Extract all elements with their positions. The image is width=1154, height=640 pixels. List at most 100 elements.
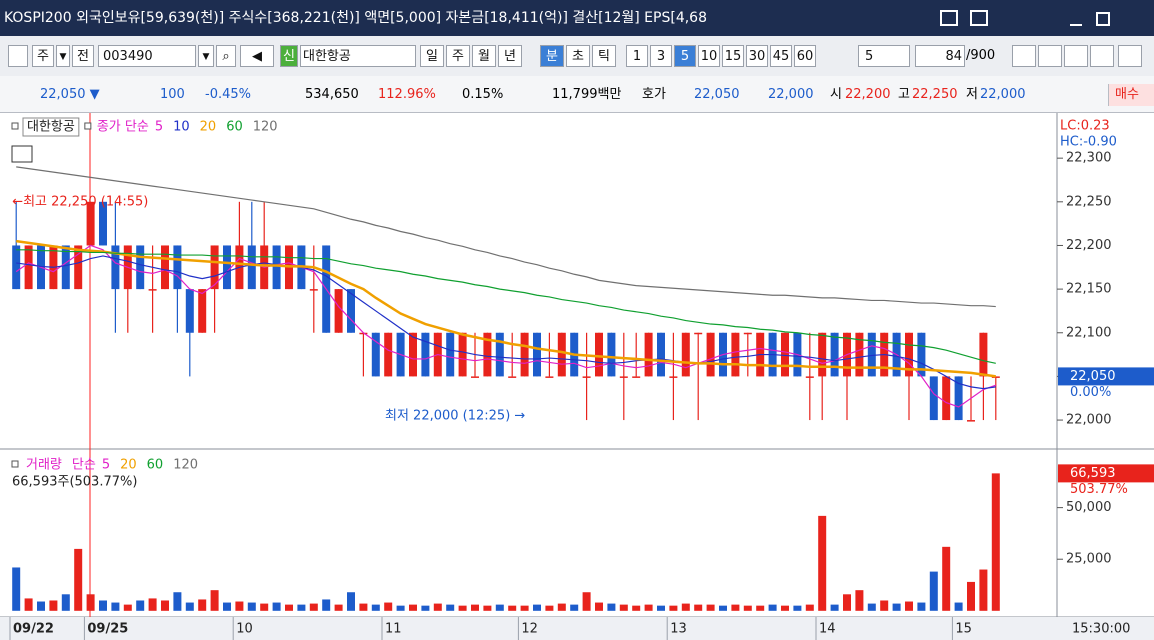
candle-body [371, 332, 380, 377]
volume-bar [173, 592, 182, 611]
last-price-label: 22,050 [1070, 369, 1116, 384]
legend-title: 대한항공 [27, 120, 75, 135]
volume-bar [37, 601, 45, 611]
candle-body [148, 289, 157, 291]
amount: 11,799백만 [552, 87, 622, 102]
y-tick-label: 22,200 [1066, 238, 1112, 253]
legend-entry: 60 [147, 458, 164, 473]
volume-bar [185, 602, 194, 611]
candle-body [223, 245, 231, 290]
candle-body [136, 245, 145, 290]
volume-bar [285, 604, 293, 611]
period-button[interactable]: 월 [472, 45, 496, 67]
ma-line [16, 255, 996, 390]
window-icon[interactable] [940, 10, 958, 26]
interval-button[interactable]: 30 [746, 45, 768, 67]
candle-body [495, 332, 504, 377]
candle-body [446, 332, 455, 377]
period-button[interactable]: 주 [446, 45, 470, 67]
corner-label: HC:-0.90 [1060, 135, 1117, 150]
dropdown[interactable]: ▼ [56, 45, 70, 67]
stock-name[interactable]: 대한항공 [300, 45, 416, 67]
volume-bar [446, 604, 455, 611]
volume-bar [781, 605, 789, 611]
volume-bar [483, 605, 492, 611]
candle-body [607, 332, 616, 377]
high: 22,250 [912, 87, 958, 102]
y-tick-label: 22,250 [1066, 194, 1112, 209]
dropdown[interactable]: ▼ [198, 45, 214, 67]
period-button[interactable]: 년 [498, 45, 522, 67]
tool-icon[interactable] [1064, 45, 1088, 67]
candle-body [632, 376, 641, 378]
ma-line [16, 239, 996, 378]
period-button[interactable]: 일 [420, 45, 444, 67]
tool-icon[interactable] [1038, 45, 1062, 67]
volume-bar [830, 604, 839, 611]
x-tick-label: 12 [521, 622, 538, 637]
window-icon[interactable] [970, 10, 988, 26]
candle-body [657, 332, 665, 377]
code-type[interactable]: 주 [32, 45, 54, 67]
interval-button[interactable]: 5 [674, 45, 696, 67]
volume-bar [619, 604, 628, 611]
legend-icon [11, 460, 19, 468]
ask: 22,050 [694, 87, 740, 102]
unit-button[interactable]: 초 [566, 45, 590, 67]
interval-button[interactable]: 3 [650, 45, 672, 67]
title-bar: KOSPI200 외국인보유[59,639(천)] 주식수[368,221(천)… [0, 0, 1154, 36]
maximize-button[interactable] [1096, 12, 1110, 26]
market[interactable]: 전 [72, 45, 94, 67]
legend-entry: 120 [253, 120, 278, 135]
search-button[interactable]: ⌕ [216, 45, 236, 67]
legend-entry: 20 [120, 458, 137, 473]
quote-bar: 22,050 ▼ 100 -0.45% 534,650 112.96% 0.15… [0, 76, 1154, 113]
interval-input[interactable]: 5 [858, 45, 910, 67]
candle-body [991, 376, 1000, 378]
interval-button[interactable]: 45 [770, 45, 792, 67]
volume-bar [954, 602, 963, 611]
minimize-button[interactable] [1070, 24, 1082, 26]
tool-icon[interactable] [1118, 45, 1142, 67]
sound-button[interactable]: ◀ [240, 45, 274, 67]
volume-bar [706, 604, 715, 611]
legend-entry: 5 [102, 458, 110, 473]
volume-bar [582, 592, 591, 611]
interval-button[interactable]: 15 [722, 45, 744, 67]
volume-bar [433, 603, 442, 611]
interval-button[interactable]: 10 [698, 45, 720, 67]
volume-bar [867, 603, 876, 611]
interval-button[interactable]: 60 [794, 45, 816, 67]
candle-body [582, 376, 591, 378]
volume-bar [322, 599, 331, 611]
volume-bar [99, 600, 107, 611]
buy-button[interactable]: 매수 [1108, 84, 1154, 106]
volume-bar [719, 605, 727, 611]
time-label: 15:30:00 [1072, 622, 1130, 637]
unit-button[interactable]: 분 [540, 45, 564, 67]
volume-bar [495, 604, 504, 611]
candle-body [508, 376, 517, 378]
x-tick-label: 09/22 [13, 622, 54, 637]
y-tick-label: 50,000 [1066, 500, 1112, 515]
candle-body [210, 245, 219, 290]
y-tick-label: 25,000 [1066, 552, 1112, 567]
y-tick-label: 22,150 [1066, 282, 1112, 297]
settings-icon[interactable] [1090, 45, 1114, 67]
candle-body [61, 245, 70, 290]
toolbar: 주 ▼ 전 003490 ▼ ⌕ ◀ 신 대한항공 일 주 월 년 분 초 틱 1 3 5 10 15… [0, 36, 1154, 77]
volume-bar [123, 604, 132, 611]
candle-body [706, 332, 715, 377]
interval-button[interactable]: 1 [626, 45, 648, 67]
menu-icon[interactable] [8, 45, 28, 67]
unit-button[interactable]: 틱 [592, 45, 616, 67]
count-input[interactable]: 84 [915, 45, 965, 67]
volume-bar [644, 604, 653, 611]
volume-bar [756, 605, 765, 611]
tool-icon[interactable] [1012, 45, 1036, 67]
code-input[interactable]: 003490 [98, 45, 196, 67]
volume-bar [24, 598, 33, 611]
candle-body [781, 332, 789, 377]
volume-bar [136, 600, 145, 611]
candle-body [942, 376, 951, 421]
